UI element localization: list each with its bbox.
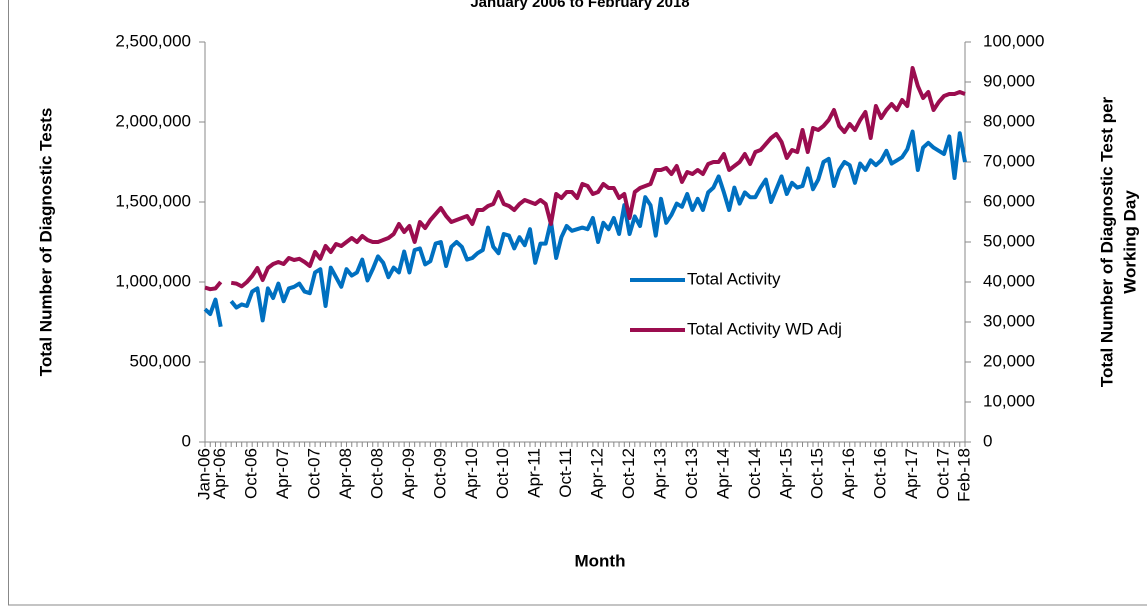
x-tick-label: Oct-14 [745,448,764,499]
y2-tick-label: 10,000 [983,391,1035,410]
y2-tick-label: 50,000 [983,231,1035,250]
y-tick-label: 2,500,000 [115,31,191,50]
x-tick-label: Oct-08 [367,448,386,499]
y2-tick-label: 80,000 [983,111,1035,130]
series-line [204,66,966,292]
x-tick-label: Feb-18 [954,448,973,502]
y2-axis-title: Total Number of Diagnostic Test per [1097,96,1116,387]
y2-tick-label: 100,000 [983,31,1044,50]
x-tick-label: Oct-09 [430,448,449,499]
series-line [203,129,967,328]
legend-label: Total Activity [687,269,781,288]
y2-tick-label: 20,000 [983,351,1035,370]
y2-axis-title: Working Day [1120,190,1139,294]
x-tick-label: Apr-11 [525,448,544,498]
x-tick-label: Apr-17 [902,448,921,499]
x-tick-label: Oct-16 [871,448,890,499]
y2-tick-label: 70,000 [983,151,1035,170]
x-tick-label: Apr-14 [713,448,732,499]
x-tick-label: Apr-15 [776,448,795,499]
x-axis-title: Month [575,551,626,570]
y-tick-label: 2,000,000 [115,111,191,130]
x-tick-label: Oct-11 [556,448,575,498]
y-tick-label: 0 [182,431,191,450]
y2-tick-label: 40,000 [983,271,1035,290]
y2-tick-label: 30,000 [983,311,1035,330]
x-tick-label: Apr-12 [588,448,607,499]
y2-tick-label: 60,000 [983,191,1035,210]
x-tick-label: Apr-09 [399,448,418,499]
x-tick-label: Oct-12 [619,448,638,499]
legend-label: Total Activity WD Adj [687,319,842,338]
x-tick-label: Oct-10 [493,448,512,499]
x-tick-label: Apr-07 [273,448,292,499]
y-axis-title: Total Number of Diagnostic Tests [36,108,55,377]
x-tick-label: Jan-06 [194,448,213,500]
chart-title: January 2006 to February 2018 [470,0,689,11]
x-tick-label: Apr-10 [462,448,481,499]
x-tick-label: Apr-06 [210,448,229,499]
x-tick-label: Apr-08 [336,448,355,499]
x-tick-label: Apr-16 [839,448,858,499]
y-tick-label: 1,500,000 [115,191,191,210]
x-tick-label: Oct-13 [682,448,701,499]
x-tick-label: Oct-15 [808,448,827,499]
x-tick-label: Oct-07 [305,448,324,499]
y-tick-label: 1,000,000 [115,271,191,290]
chart-frame [8,0,1147,606]
y2-tick-label: 0 [983,431,992,450]
x-tick-label: Oct-06 [242,448,261,499]
y2-tick-label: 90,000 [983,71,1035,90]
x-tick-label: Apr-13 [650,448,669,499]
y-tick-label: 500,000 [130,351,191,370]
x-tick-label: Oct-17 [934,448,953,499]
